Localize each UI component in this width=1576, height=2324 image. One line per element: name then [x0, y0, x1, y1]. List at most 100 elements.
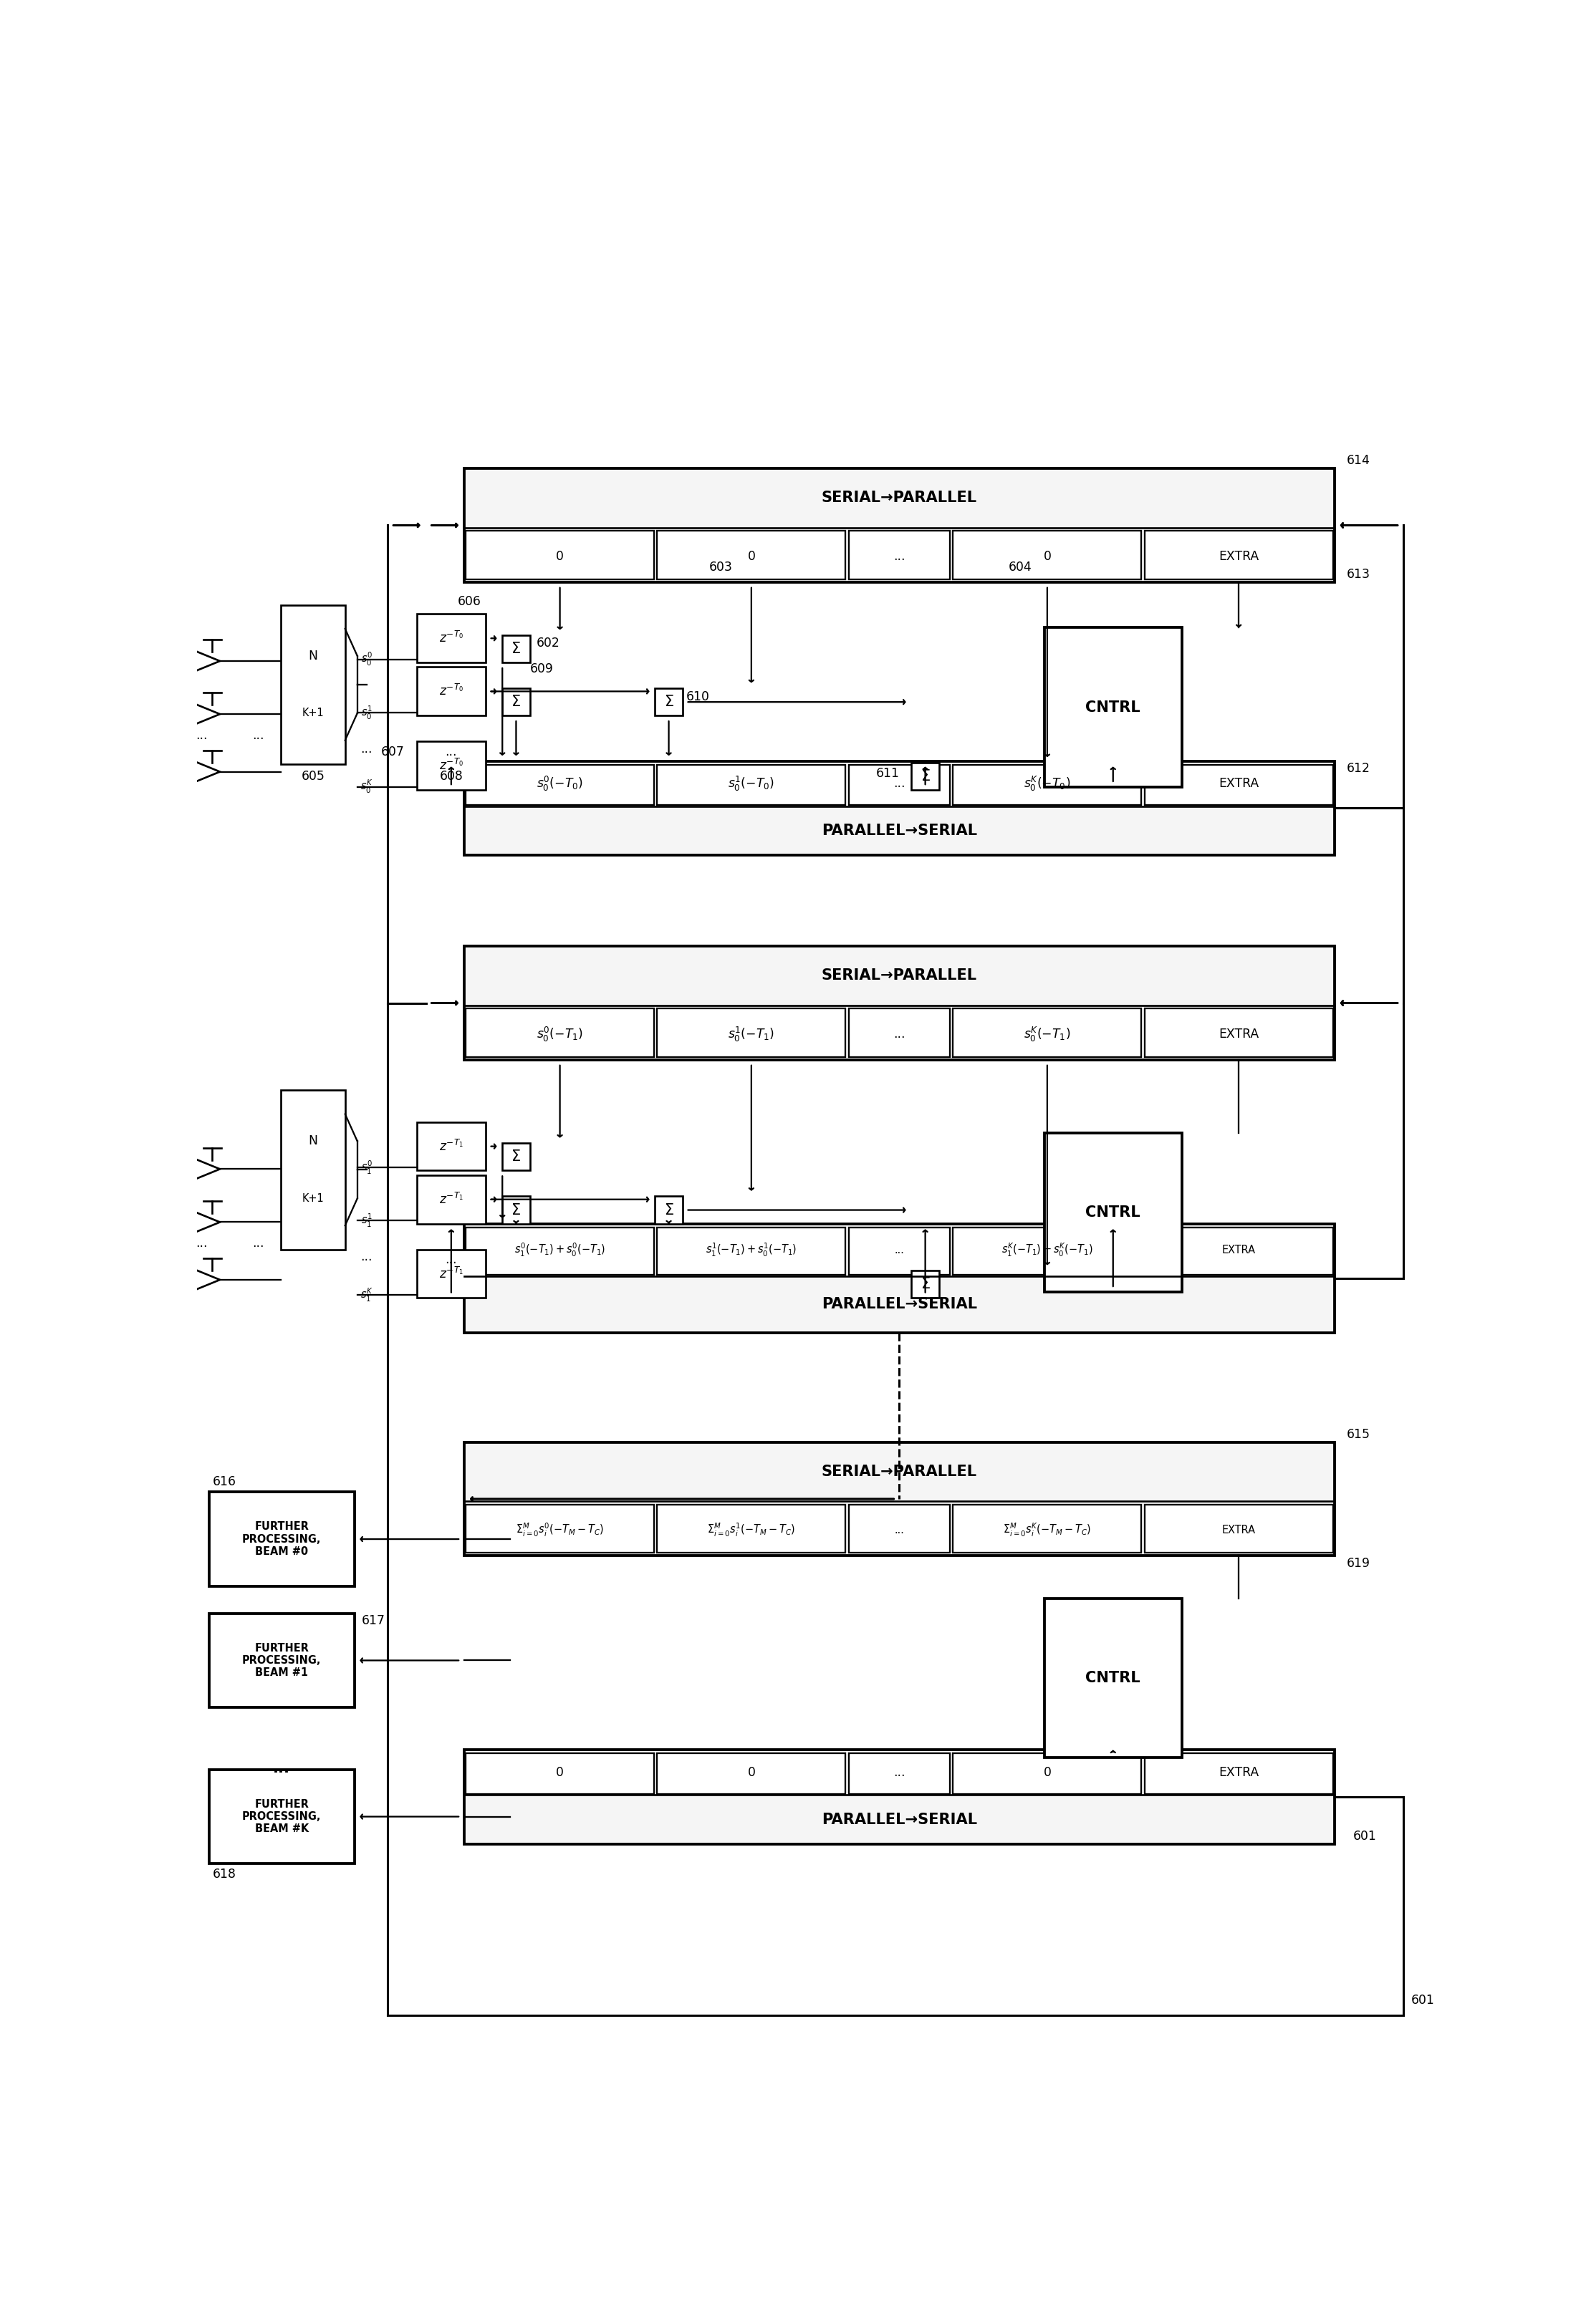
FancyBboxPatch shape	[210, 1492, 355, 1585]
Text: CNTRL: CNTRL	[1086, 700, 1141, 713]
Text: $\Sigma$: $\Sigma$	[920, 1278, 930, 1292]
FancyBboxPatch shape	[1144, 765, 1333, 806]
Text: $z^{-T_0}$: $z^{-T_0}$	[440, 758, 463, 774]
Text: ...: ...	[273, 1762, 290, 1776]
Text: ...: ...	[894, 1027, 905, 1041]
Text: 618: 618	[213, 1868, 236, 1880]
FancyBboxPatch shape	[466, 530, 654, 579]
Text: SERIAL→PARALLEL: SERIAL→PARALLEL	[821, 969, 977, 983]
Text: $s_1^K$: $s_1^K$	[361, 1287, 374, 1304]
Text: 610: 610	[686, 690, 709, 702]
Text: $s_1^1$: $s_1^1$	[361, 1213, 372, 1229]
Text: 601: 601	[1352, 1829, 1376, 1843]
Text: $s_0^K(-T_1)$: $s_0^K(-T_1)$	[1024, 1025, 1070, 1043]
FancyBboxPatch shape	[1144, 1009, 1333, 1057]
Text: 604: 604	[1009, 560, 1032, 574]
FancyBboxPatch shape	[656, 1197, 682, 1225]
Text: PARALLEL→SERIAL: PARALLEL→SERIAL	[821, 1813, 977, 1827]
FancyBboxPatch shape	[416, 667, 485, 716]
Text: 607: 607	[381, 746, 405, 758]
Text: 0: 0	[747, 551, 755, 562]
FancyBboxPatch shape	[503, 1197, 530, 1225]
Text: ...: ...	[894, 551, 905, 562]
Text: $\Sigma$: $\Sigma$	[511, 695, 522, 709]
FancyBboxPatch shape	[416, 1122, 485, 1171]
Text: ...: ...	[446, 746, 457, 758]
Text: N: N	[309, 648, 318, 662]
FancyBboxPatch shape	[466, 765, 654, 806]
Text: PARALLEL→SERIAL: PARALLEL→SERIAL	[821, 823, 977, 839]
FancyBboxPatch shape	[466, 1227, 654, 1276]
FancyBboxPatch shape	[953, 765, 1141, 806]
FancyBboxPatch shape	[465, 762, 1335, 855]
FancyBboxPatch shape	[503, 688, 530, 716]
FancyBboxPatch shape	[953, 1009, 1141, 1057]
Text: FURTHER
PROCESSING,
BEAM #0: FURTHER PROCESSING, BEAM #0	[243, 1522, 322, 1557]
FancyBboxPatch shape	[210, 1613, 355, 1708]
FancyBboxPatch shape	[657, 765, 846, 806]
FancyBboxPatch shape	[848, 1009, 950, 1057]
FancyBboxPatch shape	[503, 1143, 530, 1171]
Text: EXTRA: EXTRA	[1218, 776, 1259, 790]
Text: 0: 0	[556, 551, 564, 562]
Text: $s_0^1(-T_0)$: $s_0^1(-T_0)$	[728, 774, 775, 792]
FancyBboxPatch shape	[465, 1750, 1335, 1843]
Text: 601: 601	[1411, 1994, 1434, 2006]
Text: K+1: K+1	[303, 1192, 325, 1204]
FancyBboxPatch shape	[657, 1227, 846, 1276]
Text: EXTRA: EXTRA	[1221, 1243, 1256, 1255]
Text: $\Sigma$: $\Sigma$	[663, 1204, 673, 1218]
Text: ...: ...	[252, 730, 265, 741]
Text: $s_1^0(-T_1)+s_0^0(-T_1)$: $s_1^0(-T_1)+s_0^0(-T_1)$	[514, 1241, 605, 1257]
Text: EXTRA: EXTRA	[1218, 1766, 1259, 1778]
FancyBboxPatch shape	[848, 765, 950, 806]
FancyBboxPatch shape	[848, 1752, 950, 1794]
Text: $s_1^K(-T_1)+s_0^K(-T_1)$: $s_1^K(-T_1)+s_0^K(-T_1)$	[1001, 1241, 1094, 1257]
FancyBboxPatch shape	[465, 1225, 1335, 1334]
Text: ...: ...	[894, 1525, 905, 1536]
FancyBboxPatch shape	[416, 1250, 485, 1299]
FancyBboxPatch shape	[466, 1752, 654, 1794]
Text: $s_0^0$: $s_0^0$	[361, 651, 372, 667]
Text: 0: 0	[1043, 1766, 1051, 1778]
Text: EXTRA: EXTRA	[1218, 551, 1259, 562]
FancyBboxPatch shape	[1144, 1752, 1333, 1794]
Text: 609: 609	[530, 662, 553, 674]
FancyBboxPatch shape	[911, 1271, 939, 1299]
Text: ...: ...	[361, 744, 372, 755]
FancyBboxPatch shape	[466, 1009, 654, 1057]
Text: ...: ...	[446, 1253, 457, 1267]
FancyBboxPatch shape	[953, 1227, 1141, 1276]
Text: EXTRA: EXTRA	[1221, 1525, 1256, 1536]
Text: 611: 611	[876, 767, 900, 781]
Text: $z^{-T_1}$: $z^{-T_1}$	[440, 1139, 463, 1153]
Text: 619: 619	[1346, 1557, 1370, 1569]
FancyBboxPatch shape	[1144, 1227, 1333, 1276]
Text: 0: 0	[747, 1766, 755, 1778]
Text: N: N	[309, 1134, 318, 1148]
Text: $s_0^1$: $s_0^1$	[361, 704, 372, 720]
FancyBboxPatch shape	[416, 1176, 485, 1225]
Text: ...: ...	[894, 1766, 905, 1778]
Text: 614: 614	[1346, 456, 1370, 467]
Text: ...: ...	[195, 730, 208, 741]
FancyBboxPatch shape	[281, 604, 345, 765]
Text: $\Sigma$: $\Sigma$	[511, 1204, 522, 1218]
Text: ...: ...	[894, 776, 905, 790]
Text: $\Sigma$: $\Sigma$	[511, 1150, 522, 1164]
Text: 0: 0	[556, 1766, 564, 1778]
FancyBboxPatch shape	[281, 1090, 345, 1250]
Text: $z^{-T_1}$: $z^{-T_1}$	[440, 1192, 463, 1206]
FancyBboxPatch shape	[1144, 1504, 1333, 1552]
Text: $\Sigma_{i=0}^M s_i^1(-T_M-T_C)$: $\Sigma_{i=0}^M s_i^1(-T_M-T_C)$	[708, 1522, 796, 1538]
FancyBboxPatch shape	[953, 1752, 1141, 1794]
Text: 608: 608	[440, 769, 463, 783]
Text: 615: 615	[1346, 1427, 1370, 1441]
FancyBboxPatch shape	[953, 1504, 1141, 1552]
Text: EXTRA: EXTRA	[1218, 1027, 1259, 1041]
Text: $s_1^1(-T_1)+s_0^1(-T_1)$: $s_1^1(-T_1)+s_0^1(-T_1)$	[706, 1241, 797, 1257]
Text: 605: 605	[301, 769, 325, 783]
FancyBboxPatch shape	[1045, 1599, 1182, 1757]
Text: $\Sigma_{i=0}^M s_i^K(-T_M-T_C)$: $\Sigma_{i=0}^M s_i^K(-T_M-T_C)$	[1002, 1522, 1092, 1538]
Text: K+1: K+1	[303, 709, 325, 718]
